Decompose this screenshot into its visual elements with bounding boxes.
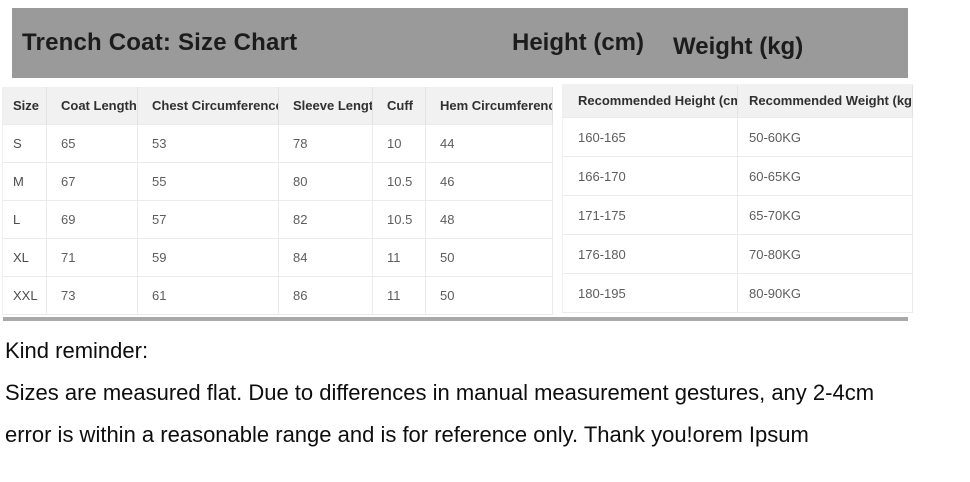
column-header-coat-length: Coat Length bbox=[47, 87, 138, 125]
recommended-weight-value: 60-65KG bbox=[738, 157, 913, 196]
coat-length-value: 71 bbox=[47, 239, 138, 277]
column-header-sleeve-length: Sleeve Length bbox=[279, 87, 373, 125]
column-header-size: Size bbox=[3, 87, 47, 125]
coat-length-value: 65 bbox=[47, 125, 138, 163]
hem-value: 50 bbox=[426, 277, 553, 315]
hem-value: 48 bbox=[426, 201, 553, 239]
chest-value: 53 bbox=[138, 125, 279, 163]
recommended-height-value: 171-175 bbox=[563, 196, 738, 235]
cuff-value: 10.5 bbox=[373, 163, 426, 201]
recommended-height-value: 180-195 bbox=[563, 274, 738, 313]
chest-value: 57 bbox=[138, 201, 279, 239]
hem-value: 44 bbox=[426, 125, 553, 163]
size-label: M bbox=[3, 163, 47, 201]
sleeve-length-value: 86 bbox=[279, 277, 373, 315]
cuff-value: 10.5 bbox=[373, 201, 426, 239]
sleeve-length-value: 78 bbox=[279, 125, 373, 163]
sleeve-length-value: 82 bbox=[279, 201, 373, 239]
reminder-line-1: Sizes are measured flat. Due to differen… bbox=[5, 380, 875, 405]
recommended-weight-value: 50-60KG bbox=[738, 118, 913, 157]
reminder-line-2: error is within a reasonable range and i… bbox=[5, 422, 809, 447]
sleeve-length-value: 84 bbox=[279, 239, 373, 277]
column-header-hem: Hem Circumference bbox=[426, 87, 553, 125]
hem-value: 46 bbox=[426, 163, 553, 201]
cuff-value: 10 bbox=[373, 125, 426, 163]
column-header-recommended-height: Recommended Height (cm) bbox=[563, 84, 738, 118]
chest-value: 61 bbox=[138, 277, 279, 315]
cuff-value: 11 bbox=[373, 239, 426, 277]
kind-reminder-block: Kind reminder: Sizes are measured flat. … bbox=[5, 330, 965, 456]
coat-length-value: 69 bbox=[47, 201, 138, 239]
size-label: S bbox=[3, 125, 47, 163]
recommended-fit-table: Recommended Height (cm) Recommended Weig… bbox=[562, 84, 913, 313]
column-header-chest: Chest Circumference bbox=[138, 87, 279, 125]
column-header-cuff: Cuff bbox=[373, 87, 426, 125]
chest-value: 55 bbox=[138, 163, 279, 201]
size-label: XXL bbox=[3, 277, 47, 315]
recommended-weight-value: 65-70KG bbox=[738, 196, 913, 235]
title-banner: Trench Coat: Size Chart Height (cm) Weig… bbox=[12, 8, 908, 78]
table-bottom-rule bbox=[3, 317, 908, 321]
chest-value: 59 bbox=[138, 239, 279, 277]
size-measurements-table: Size Coat Length Chest Circumference Sle… bbox=[2, 87, 553, 315]
recommended-height-value: 176-180 bbox=[563, 235, 738, 274]
cuff-value: 11 bbox=[373, 277, 426, 315]
sleeve-length-value: 80 bbox=[279, 163, 373, 201]
coat-length-value: 73 bbox=[47, 277, 138, 315]
recommended-weight-value: 70-80KG bbox=[738, 235, 913, 274]
coat-length-value: 67 bbox=[47, 163, 138, 201]
size-label: L bbox=[3, 201, 47, 239]
recommended-height-value: 160-165 bbox=[563, 118, 738, 157]
weight-column-title: Weight (kg) bbox=[673, 33, 804, 60]
recommended-weight-value: 80-90KG bbox=[738, 274, 913, 313]
page-title: Trench Coat: Size Chart bbox=[22, 29, 298, 56]
size-label: XL bbox=[3, 239, 47, 277]
recommended-height-value: 166-170 bbox=[563, 157, 738, 196]
reminder-heading: Kind reminder: bbox=[5, 338, 149, 363]
height-column-title: Height (cm) bbox=[512, 29, 644, 56]
hem-value: 50 bbox=[426, 239, 553, 277]
column-header-recommended-weight: Recommended Weight (kg) bbox=[738, 84, 913, 118]
